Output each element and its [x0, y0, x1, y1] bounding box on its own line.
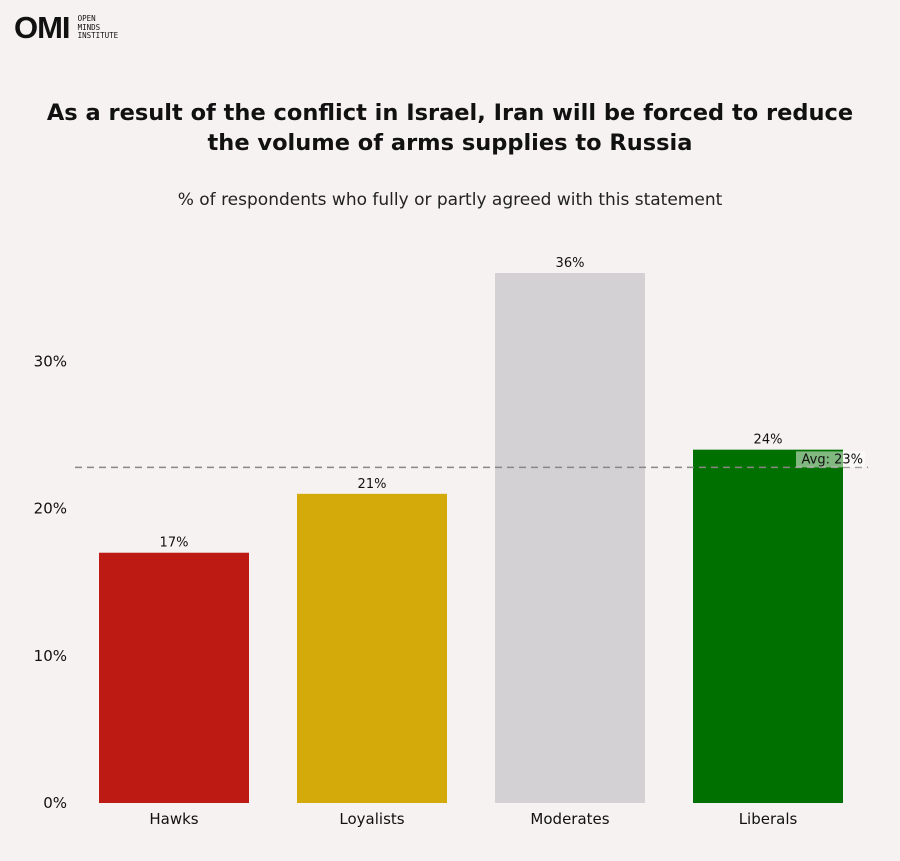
- value-label: 36%: [556, 256, 585, 271]
- average-label: Avg: 23%: [802, 452, 863, 467]
- category-label: Loyalists: [339, 810, 404, 828]
- bar-hawks: [99, 552, 249, 803]
- category-label: Hawks: [149, 810, 198, 828]
- average-label-background: [796, 451, 865, 468]
- value-label: 17%: [160, 536, 189, 551]
- logo-line-minds: MINDS: [77, 22, 101, 32]
- logo: OMI OPEN MINDS INSTITUTE: [14, 12, 118, 44]
- chart-title-line-1: As a result of the conflict in Israel, I…: [46, 100, 854, 126]
- logo-mark: OMI: [14, 10, 71, 45]
- y-tick-label: 20%: [34, 500, 67, 518]
- category-label: Liberals: [739, 810, 798, 828]
- category-label: Moderates: [530, 810, 609, 828]
- chart-subtitle: % of respondents who fully or partly agr…: [177, 190, 723, 210]
- bar-moderates: [495, 273, 645, 803]
- y-tick-label: 30%: [34, 352, 67, 370]
- logo-line-open: OPEN: [77, 14, 96, 24]
- logo-text: OPEN MINDS INSTITUTE: [78, 15, 119, 41]
- y-tick-label: 10%: [34, 647, 67, 665]
- value-label: 24%: [754, 433, 783, 448]
- y-tick-label: 0%: [43, 794, 67, 812]
- chart-title-line-2: the volume of arms supplies to Russia: [207, 130, 693, 156]
- chart-title: As a result of the conflict in Israel, I…: [0, 98, 900, 158]
- value-label: 21%: [358, 477, 387, 492]
- bar-loyalists: [297, 493, 447, 803]
- logo-line-institute: INSTITUTE: [77, 31, 119, 41]
- bar-liberals: [693, 449, 843, 803]
